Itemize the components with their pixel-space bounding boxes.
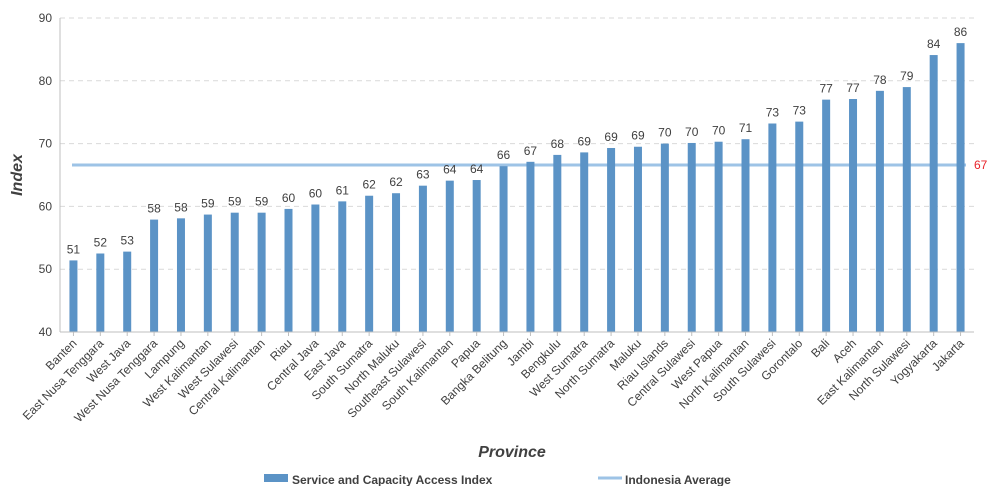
x-axis-title: Province — [478, 444, 546, 461]
y-tick-label: 80 — [39, 74, 53, 88]
data-label: 70 — [712, 124, 726, 138]
bar — [849, 99, 858, 333]
bar — [741, 139, 750, 332]
data-label: 77 — [819, 82, 833, 96]
bar — [687, 142, 696, 332]
bar — [203, 214, 212, 332]
bar — [150, 219, 159, 332]
data-label: 71 — [739, 121, 753, 135]
data-label: 73 — [766, 106, 780, 120]
bar — [96, 253, 105, 332]
data-label: 66 — [497, 148, 511, 162]
data-label: 63 — [416, 168, 430, 182]
data-label: 69 — [631, 129, 645, 143]
bar — [660, 143, 669, 332]
bar — [526, 161, 535, 332]
legend-bar-label: Service and Capacity Access Index — [292, 473, 493, 486]
bar — [365, 195, 374, 332]
data-label: 69 — [604, 130, 618, 144]
data-label: 73 — [793, 104, 807, 118]
legend: Service and Capacity Access Index Indone… — [264, 473, 731, 486]
bar — [902, 87, 911, 332]
bar — [822, 99, 831, 332]
y-axis-title: Index — [9, 153, 26, 196]
bar — [176, 218, 185, 332]
x-tick-label: Bali — [808, 336, 832, 360]
data-label: 51 — [67, 242, 81, 256]
data-label: 59 — [201, 197, 215, 211]
bar — [875, 90, 884, 333]
bar — [472, 180, 481, 332]
bar — [338, 201, 347, 332]
data-label: 62 — [362, 178, 376, 192]
bar — [633, 146, 642, 332]
data-label: 52 — [94, 236, 108, 250]
data-label: 64 — [470, 162, 484, 176]
bar — [607, 147, 616, 332]
bar — [69, 260, 78, 332]
data-label: 62 — [389, 175, 403, 189]
bar — [795, 121, 804, 333]
y-tick-label: 60 — [39, 199, 53, 213]
data-label: 60 — [309, 187, 323, 201]
bar — [284, 208, 293, 332]
average-line-label: 67 — [974, 158, 988, 172]
y-tick-label: 50 — [39, 262, 53, 276]
data-label: 58 — [147, 202, 161, 216]
data-label: 60 — [282, 191, 296, 205]
data-label: 59 — [255, 195, 269, 209]
y-tick-label: 90 — [39, 11, 53, 25]
data-label: 53 — [121, 234, 135, 248]
data-label: 68 — [551, 137, 565, 151]
bar — [392, 193, 401, 332]
bar — [123, 251, 132, 332]
legend-bar-swatch — [264, 474, 288, 482]
y-tick-label: 40 — [39, 325, 53, 339]
data-label: 69 — [578, 134, 592, 148]
data-label: 64 — [443, 163, 457, 177]
bar — [311, 204, 320, 332]
bar — [768, 123, 777, 332]
data-label: 67 — [524, 144, 538, 158]
bar — [257, 212, 266, 332]
y-axis-ticks: 40 50 60 70 80 90 — [39, 11, 53, 339]
data-label: 78 — [873, 73, 887, 87]
y-tick-label: 70 — [39, 137, 53, 151]
data-label: 79 — [900, 69, 914, 83]
reference-line-group: 67 — [72, 158, 988, 172]
bar — [714, 141, 723, 332]
bar — [929, 55, 938, 332]
data-label: 59 — [228, 195, 242, 209]
data-label: 84 — [927, 37, 941, 51]
bar — [230, 212, 239, 332]
data-labels: 51 52 53 58 58 59 59 59 60 60 61 62 62 63 64 64 66 67 68 69… — [67, 25, 968, 256]
bar — [445, 180, 454, 332]
bar — [956, 43, 965, 333]
data-label: 86 — [954, 25, 968, 39]
data-label: 61 — [336, 183, 350, 197]
gridlines — [60, 17, 974, 270]
bar — [418, 185, 427, 332]
data-label: 58 — [174, 200, 188, 214]
data-label: 70 — [658, 126, 672, 140]
bar — [553, 154, 562, 332]
bar — [580, 152, 589, 332]
bar — [499, 166, 508, 332]
bars — [69, 43, 965, 333]
legend-line-label: Indonesia Average — [625, 473, 731, 486]
data-label: 70 — [685, 125, 699, 139]
data-label: 77 — [846, 81, 860, 95]
